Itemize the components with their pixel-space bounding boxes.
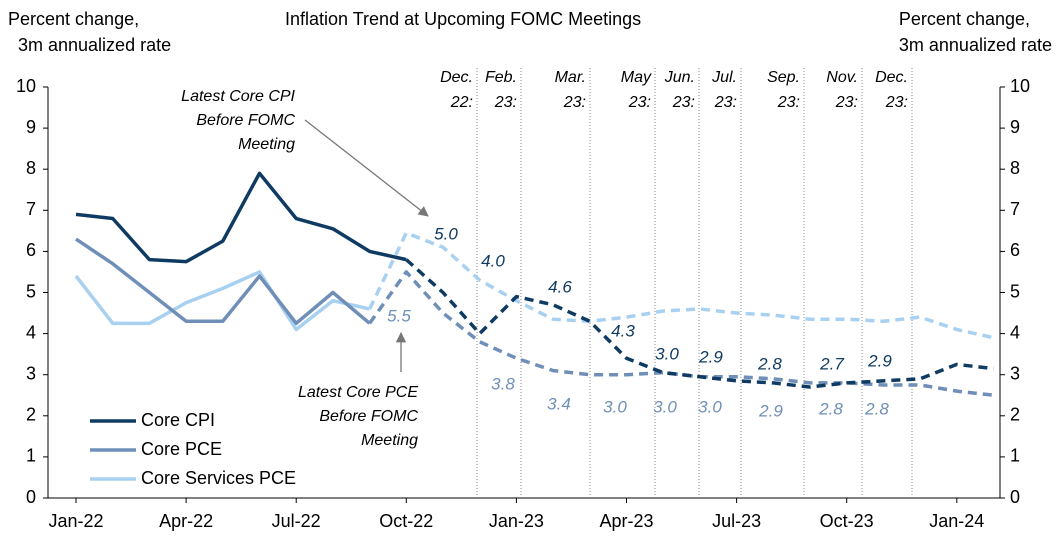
data-label: 2.9 xyxy=(698,347,723,366)
data-label: 2.9 xyxy=(867,351,892,370)
data-label: 3.0 xyxy=(698,397,722,416)
legend-label: Core CPI xyxy=(141,410,215,430)
y2-tick-label: 9 xyxy=(1010,117,1020,137)
legend-label: Core PCE xyxy=(141,439,222,459)
y-axis-title: 3m annualized rate xyxy=(18,35,171,55)
meeting-label: Jun. xyxy=(664,69,695,86)
meeting-label: 23: xyxy=(672,94,695,111)
y2-tick-label: 4 xyxy=(1010,322,1020,342)
meeting-label: 23: xyxy=(714,94,737,111)
y-tick-label: 5 xyxy=(26,281,36,301)
y-tick-label: 0 xyxy=(26,487,36,507)
meeting-label: Sep. xyxy=(767,69,800,86)
x-tick-label: Jul-22 xyxy=(272,511,321,531)
y2-tick-label: 8 xyxy=(1010,158,1020,178)
meeting-label: Feb. xyxy=(485,69,517,86)
annotation: Before FOMC xyxy=(319,408,418,425)
x-tick-label: Jan-22 xyxy=(48,511,103,531)
series-line-forecast xyxy=(368,270,994,397)
y2-tick-label: 10 xyxy=(1010,76,1030,96)
y2-tick-label: 1 xyxy=(1010,446,1020,466)
meeting-label: Mar. xyxy=(555,69,586,86)
x-tick-label: Jul-23 xyxy=(712,511,761,531)
series-line-forecast xyxy=(368,231,994,340)
y-tick-label: 7 xyxy=(26,199,36,219)
data-label: 3.0 xyxy=(655,344,679,363)
data-label: 4.6 xyxy=(548,277,572,296)
data-label: 4.0 xyxy=(481,251,505,270)
x-tick-label: Jan-23 xyxy=(489,511,544,531)
data-label: 2.8 xyxy=(864,399,889,418)
meeting-label: Dec. xyxy=(875,69,908,86)
y-tick-label: 9 xyxy=(26,117,36,137)
data-label: 3.0 xyxy=(653,397,677,416)
data-label: 2.8 xyxy=(818,399,843,418)
y2-tick-label: 0 xyxy=(1010,487,1020,507)
data-label: 2.8 xyxy=(757,354,782,373)
x-tick-label: Jan-24 xyxy=(929,511,984,531)
data-label: 3.4 xyxy=(547,394,571,413)
annotation: Before FOMC xyxy=(196,112,295,129)
series-line xyxy=(75,171,407,264)
y2-tick-label: 3 xyxy=(1010,363,1020,383)
data-label: 2.7 xyxy=(819,354,844,373)
meeting-label: Dec. xyxy=(440,69,473,86)
y-tick-label: 10 xyxy=(16,76,36,96)
series-line xyxy=(75,237,371,326)
x-tick-label: Oct-22 xyxy=(379,511,433,531)
y-axis-title: Percent change, xyxy=(8,9,139,29)
meeting-label: 22: xyxy=(450,94,473,111)
annotation: Latest Core PCE xyxy=(298,384,418,401)
chart-title: Inflation Trend at Upcoming FOMC Meeting… xyxy=(285,9,641,29)
data-label: 5.0 xyxy=(434,224,458,243)
y2-tick-label: 7 xyxy=(1010,199,1020,219)
x-tick-label: Apr-23 xyxy=(599,511,653,531)
y2-axis-title: 3m annualized rate xyxy=(899,35,1052,55)
y-tick-label: 6 xyxy=(26,240,36,260)
legend-label: Core Services PCE xyxy=(141,468,296,488)
y2-axis-title: Percent change, xyxy=(899,9,1030,29)
annotation: Meeting xyxy=(361,432,418,449)
meeting-label: May xyxy=(621,69,652,86)
data-label: 2.9 xyxy=(758,401,783,420)
series-line xyxy=(74,270,370,332)
y2-tick-label: 6 xyxy=(1010,240,1020,260)
y2-tick-label: 5 xyxy=(1010,281,1020,301)
data-label: 5.5 xyxy=(387,306,411,325)
meeting-label: Nov. xyxy=(826,69,858,86)
arrow xyxy=(304,119,429,217)
data-label: 3.0 xyxy=(603,397,627,416)
data-label: 3.8 xyxy=(491,374,515,393)
y-tick-label: 8 xyxy=(26,158,36,178)
annotation: Latest Core CPI xyxy=(181,88,295,105)
annotation: Meeting xyxy=(238,136,295,153)
meeting-label: 23: xyxy=(777,94,800,111)
x-tick-label: Apr-22 xyxy=(159,511,213,531)
y-tick-label: 4 xyxy=(26,322,36,342)
y2-tick-label: 2 xyxy=(1010,405,1020,425)
meeting-label: 23: xyxy=(835,94,858,111)
meeting-label: 23: xyxy=(885,94,908,111)
meeting-label: 23: xyxy=(628,94,651,111)
meeting-label: 23: xyxy=(563,94,586,111)
y-tick-label: 3 xyxy=(26,363,36,383)
y-tick-label: 1 xyxy=(26,446,36,466)
meeting-label: 23: xyxy=(494,94,517,111)
meeting-label: Jul. xyxy=(711,69,737,86)
x-tick-label: Oct-23 xyxy=(820,511,874,531)
series-line-forecast xyxy=(405,258,994,389)
y-tick-label: 2 xyxy=(26,405,36,425)
data-label: 4.3 xyxy=(611,321,635,340)
